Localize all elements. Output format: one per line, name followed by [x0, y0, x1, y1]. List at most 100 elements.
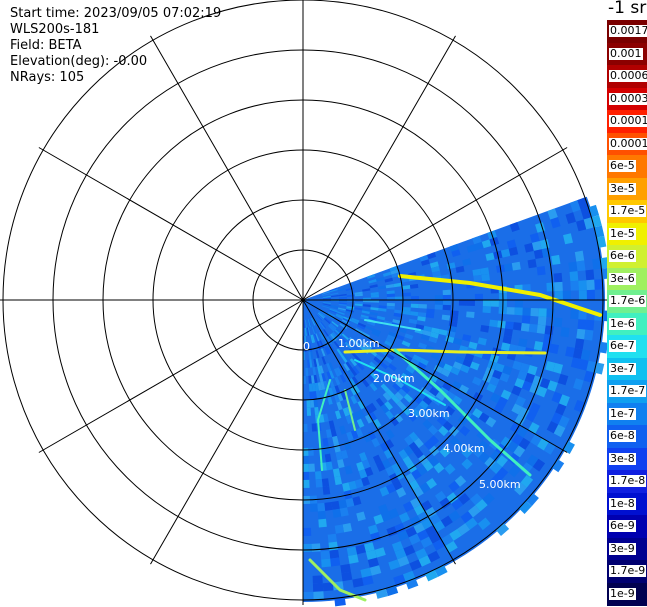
- range-gate-cell: [306, 407, 312, 416]
- range-gate-cell: [337, 392, 344, 402]
- range-gate-cell: [310, 334, 314, 344]
- range-gate-cell: [404, 333, 414, 340]
- range-gate-cell: [360, 314, 369, 319]
- range-gate-cell: [307, 319, 311, 328]
- range-gate-cell: [497, 396, 508, 408]
- range-gate-cell: [326, 371, 332, 380]
- range-gate-cell: [538, 308, 547, 318]
- range-gate-cell: [366, 321, 376, 326]
- colorbar-tick-label: 3e-8: [609, 451, 636, 465]
- range-gate-cell: [370, 307, 379, 311]
- colorbar-tick-label: 3e-5: [609, 181, 636, 195]
- range-gate-cell: [428, 336, 438, 344]
- range-gate-cell: [308, 383, 313, 392]
- range-gate-cell: [319, 331, 325, 339]
- range-gate-cell: [385, 410, 395, 420]
- range-gate-cell: [468, 341, 478, 350]
- range-gate-cell: [536, 386, 548, 398]
- range-gate-cell: [373, 356, 382, 365]
- range-gate-cell: [494, 363, 505, 373]
- range-gate-cell: [586, 279, 595, 291]
- range-gate-cell: [420, 334, 430, 341]
- range-gate-cell: [413, 437, 424, 449]
- range-gate-cell: [514, 300, 523, 308]
- range-gate-cell: [338, 365, 345, 375]
- range-gate-cell: [471, 376, 483, 386]
- range-gate-cell: [472, 235, 482, 245]
- backscatter-streak: [393, 348, 532, 477]
- range-gate-cell: [485, 416, 497, 428]
- range-gate-cell: [380, 404, 390, 414]
- range-gate-cell: [500, 248, 511, 258]
- colorbar-tick-label: 1.7e-5: [609, 204, 647, 218]
- range-gate-cell: [403, 445, 414, 456]
- range-gate-cell: [349, 367, 358, 377]
- range-gate-cell: [560, 327, 570, 338]
- range-gate-cell: [325, 429, 333, 438]
- range-gate-cell: [511, 433, 524, 446]
- range-gate-cell: [325, 461, 333, 471]
- elevation-label: Elevation(deg): -0.00: [10, 54, 148, 69]
- range-gate-cell: [444, 405, 456, 416]
- range-gate-cell: [397, 530, 409, 542]
- range-gate-cell: [552, 362, 564, 374]
- range-gate-cell: [502, 335, 512, 345]
- range-gate-cell: [348, 480, 358, 491]
- range-gate-cell: [434, 490, 447, 503]
- range-gate-cell: [458, 300, 467, 306]
- range-gate-cell: [585, 319, 595, 331]
- range-gate-cell: [536, 324, 546, 334]
- range-gate-cell: [353, 354, 362, 363]
- range-gate-cell: [336, 367, 343, 376]
- range-gate-cell: [324, 453, 332, 463]
- range-gate-cell: [386, 305, 395, 310]
- range-gate-cell: [373, 514, 384, 525]
- colorbar-tick-label: 0.0001: [609, 137, 647, 150]
- range-gate-cell: [412, 395, 423, 405]
- range-gate-cell: [436, 360, 446, 369]
- range-gate-cell: [328, 324, 336, 331]
- start-time-label: Start time: 2023/09/05 07:02:19: [10, 6, 222, 21]
- range-gate-cell: [307, 327, 311, 336]
- range-gate-cell: [585, 269, 595, 281]
- range-gate-cell: [433, 364, 444, 374]
- azimuth-spoke: [302, 299, 456, 565]
- range-gate-cell: [370, 300, 379, 303]
- range-gate-cell: [380, 383, 390, 393]
- range-label-4km: 4.00km: [443, 442, 485, 455]
- colorbar-tick-label: 0.0006: [609, 70, 647, 83]
- range-gate-cell: [361, 476, 371, 487]
- range-gate-cell: [376, 461, 386, 472]
- range-gate-cell: [403, 354, 413, 362]
- azimuth-spokes: [0, 0, 607, 605]
- range-gate-cell: [303, 543, 312, 552]
- range-gate-cell: [304, 335, 307, 344]
- range-gate-cell: [403, 544, 416, 556]
- colorbar-tick-label: 6e-9: [609, 519, 636, 533]
- range-gate-cell: [308, 447, 314, 456]
- range-gate-cell: [339, 336, 347, 344]
- range-gate-cell: [436, 415, 448, 426]
- range-gate-cell: [468, 414, 479, 425]
- range-gate-cell: [489, 376, 500, 387]
- range-gate-cell: [586, 360, 597, 373]
- backscatter-streak: [344, 389, 356, 431]
- range-gate-cell: [490, 461, 503, 474]
- range-gate-cell: [442, 304, 451, 311]
- colorbar-tick-label: 3e-7: [609, 361, 636, 375]
- range-gate-cell: [362, 304, 371, 308]
- range-gate-cell: [329, 549, 340, 559]
- range-gate-cell: [322, 582, 334, 592]
- range-gate-cell: [525, 492, 539, 507]
- range-gate-cell: [321, 373, 327, 382]
- range-gate-cell: [313, 374, 318, 384]
- range-gate-cell: [309, 359, 313, 368]
- range-gate-cell: [322, 486, 331, 495]
- range-gate-cell: [522, 307, 531, 316]
- range-gate-cell: [449, 315, 459, 322]
- range-gate-cell: [383, 355, 393, 364]
- range-gate-cell: [578, 359, 589, 371]
- colorbar-tick-label: 1.7e-7: [609, 384, 647, 398]
- range-gate-cell: [434, 295, 443, 300]
- range-gate-cell: [499, 372, 510, 383]
